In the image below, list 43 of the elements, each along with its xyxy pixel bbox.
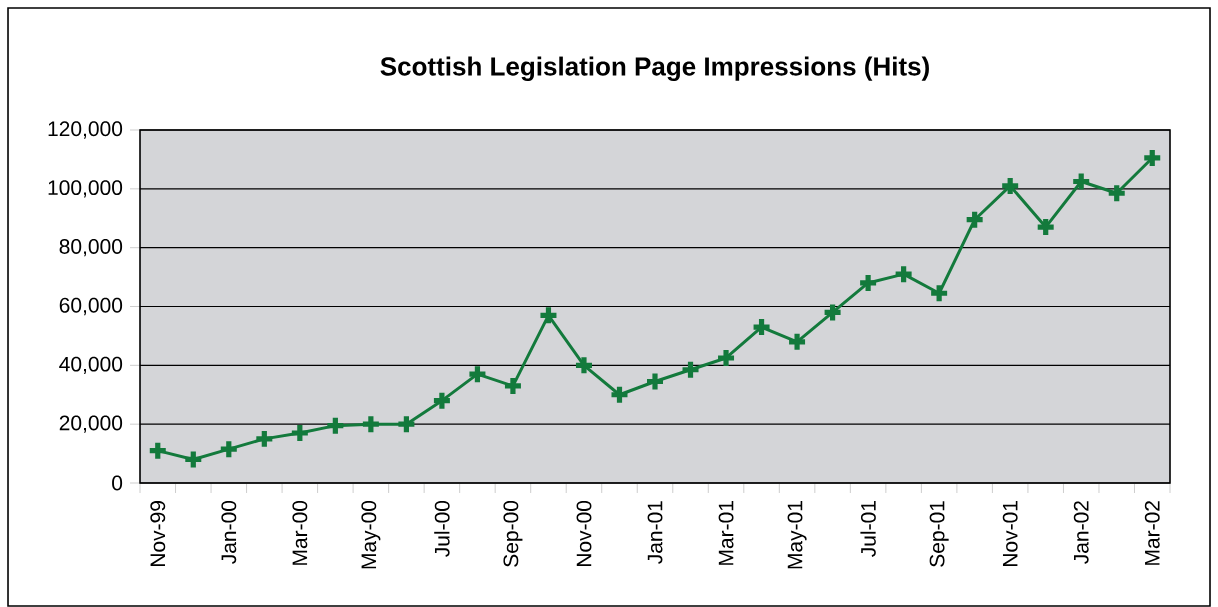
point xyxy=(1035,216,1057,238)
point xyxy=(289,422,311,444)
point xyxy=(502,375,524,397)
y-tick-label: 0 xyxy=(112,475,123,491)
point xyxy=(324,415,346,437)
x-tick-label: Nov-00 xyxy=(576,500,592,567)
x-tick-label: Sep-00 xyxy=(503,500,523,567)
point xyxy=(999,175,1021,197)
y-tick-label: 60,000 xyxy=(59,297,123,316)
y-tick-label: 20,000 xyxy=(59,415,123,433)
x-tick-label: Nov-01 xyxy=(1002,501,1018,567)
point xyxy=(253,428,275,450)
x-tick-label: May-01 xyxy=(787,501,807,569)
point xyxy=(928,282,950,304)
point xyxy=(786,331,808,353)
point xyxy=(1106,182,1128,204)
chart-title: Scottish Legislation Page Impressions (Hits) xyxy=(380,56,929,81)
point xyxy=(147,440,169,462)
y-tick-label: 40,000 xyxy=(59,356,123,375)
y-tick-label: 100,000 xyxy=(48,180,123,198)
point xyxy=(1141,147,1163,169)
x-tick-label: May-00 xyxy=(361,500,381,569)
point xyxy=(573,354,595,376)
point xyxy=(395,413,417,435)
point xyxy=(857,272,879,294)
x-tick-label: Mar-01 xyxy=(718,501,734,565)
y-tick-label: 120,000 xyxy=(48,121,123,139)
y-tick-label: 80,000 xyxy=(59,239,123,257)
point xyxy=(218,438,240,460)
point xyxy=(964,209,986,231)
point xyxy=(360,413,382,435)
x-tick-label: Jul-01 xyxy=(860,501,876,557)
x-tick-label: Jan-00 xyxy=(221,500,237,564)
x-tick-label: Jul-00 xyxy=(434,500,450,557)
point xyxy=(431,390,453,412)
x-tick-label: Jan-01 xyxy=(647,501,663,564)
x-tick-label: Nov-99 xyxy=(150,501,166,567)
x-tick-label: Sep-01 xyxy=(929,501,949,567)
point xyxy=(715,347,737,369)
point xyxy=(893,263,915,285)
x-tick-label: Mar-00 xyxy=(292,500,308,565)
x-tick-label: Jan-02 xyxy=(1073,501,1089,564)
x-tick-label: Mar-02 xyxy=(1144,501,1160,565)
